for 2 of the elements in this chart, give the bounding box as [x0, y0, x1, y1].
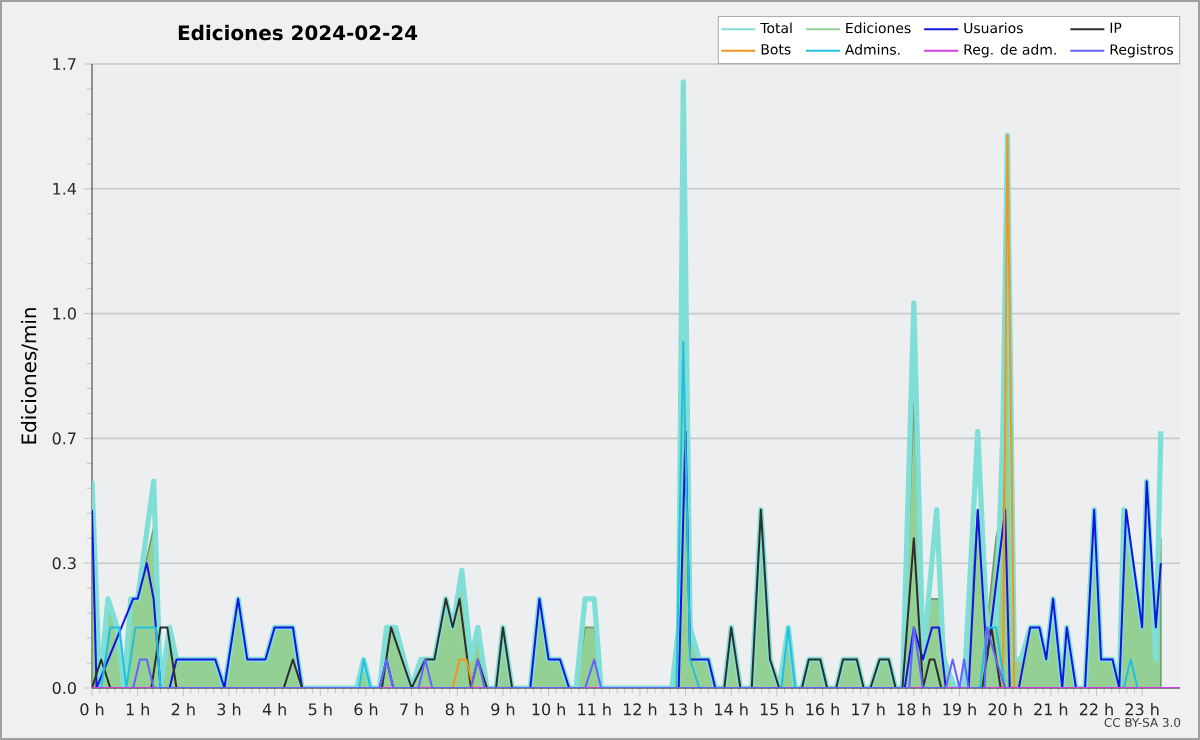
y-axis-title: Ediciones/min [20, 308, 38, 444]
chart-title: Ediciones 2024-02-24 [178, 24, 418, 41]
